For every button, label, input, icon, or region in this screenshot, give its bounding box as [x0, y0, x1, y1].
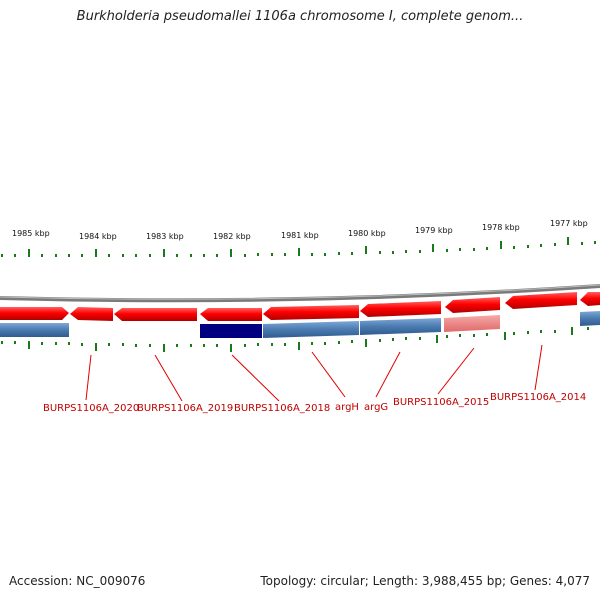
- ruler-tick-label: 1981 kbp: [281, 231, 319, 240]
- gene-arrow[interactable]: [445, 297, 500, 313]
- lower-ruler: [1, 327, 589, 352]
- ruler-tick-label: 1980 kbp: [348, 229, 386, 238]
- ruler-tick-label: 1979 kbp: [415, 226, 453, 235]
- upper-ruler: 1985 kbp 1984 kbp 1983 kbp 1982 kbp 1981…: [1, 219, 596, 257]
- ruler-tick-label: 1985 kbp: [12, 229, 50, 238]
- gene-arrow[interactable]: [360, 301, 441, 317]
- gene-label[interactable]: argG: [364, 402, 388, 413]
- cds-bar-selected[interactable]: [200, 324, 262, 338]
- ruler-tick-label: 1977 kbp: [550, 219, 588, 228]
- gene-label[interactable]: BURPS1106A_2020: [43, 403, 139, 414]
- cds-bar[interactable]: [263, 321, 359, 338]
- gene-arrow[interactable]: [505, 292, 577, 309]
- label-leaders: [85, 344, 543, 402]
- ruler-tick-label: 1982 kbp: [213, 232, 251, 241]
- genome-backbone: [0, 284, 600, 303]
- gene-label[interactable]: BURPS1106A_2018: [234, 403, 330, 414]
- gene-label[interactable]: BURPS1106A_2019: [137, 403, 233, 414]
- cds-bar[interactable]: [0, 323, 69, 337]
- gene-label[interactable]: BURPS1106A_2015: [393, 397, 489, 408]
- ruler-tick-label: 1983 kbp: [146, 232, 184, 241]
- ruler-tick-label: 1978 kbp: [482, 223, 520, 232]
- gene-label[interactable]: BURPS1106A_2014: [490, 392, 586, 403]
- gene-arrow[interactable]: [200, 308, 262, 321]
- gene-arrow[interactable]: [0, 307, 69, 320]
- cds-track[interactable]: [0, 311, 600, 338]
- gene-track-red[interactable]: [0, 292, 600, 321]
- gene-arrow[interactable]: [580, 292, 600, 306]
- accession-text: Accession: NC_009076: [9, 574, 146, 588]
- cds-bar[interactable]: [360, 318, 441, 335]
- ruler-tick-label: 1984 kbp: [79, 232, 117, 241]
- gene-arrow[interactable]: [263, 305, 359, 320]
- gene-label[interactable]: argH: [335, 402, 359, 413]
- cds-bar[interactable]: [580, 311, 600, 326]
- gene-arrow[interactable]: [70, 307, 113, 321]
- pseudogene-bar[interactable]: [444, 315, 500, 332]
- gene-arrow[interactable]: [114, 308, 197, 321]
- topology-summary: Topology: circular; Length: 3,988,455 bp…: [260, 574, 590, 588]
- map-title: Burkholderia pseudomallei 1106a chromoso…: [76, 9, 524, 24]
- gene-labels[interactable]: BURPS1106A_2020 BURPS1106A_2019 BURPS110…: [43, 392, 586, 414]
